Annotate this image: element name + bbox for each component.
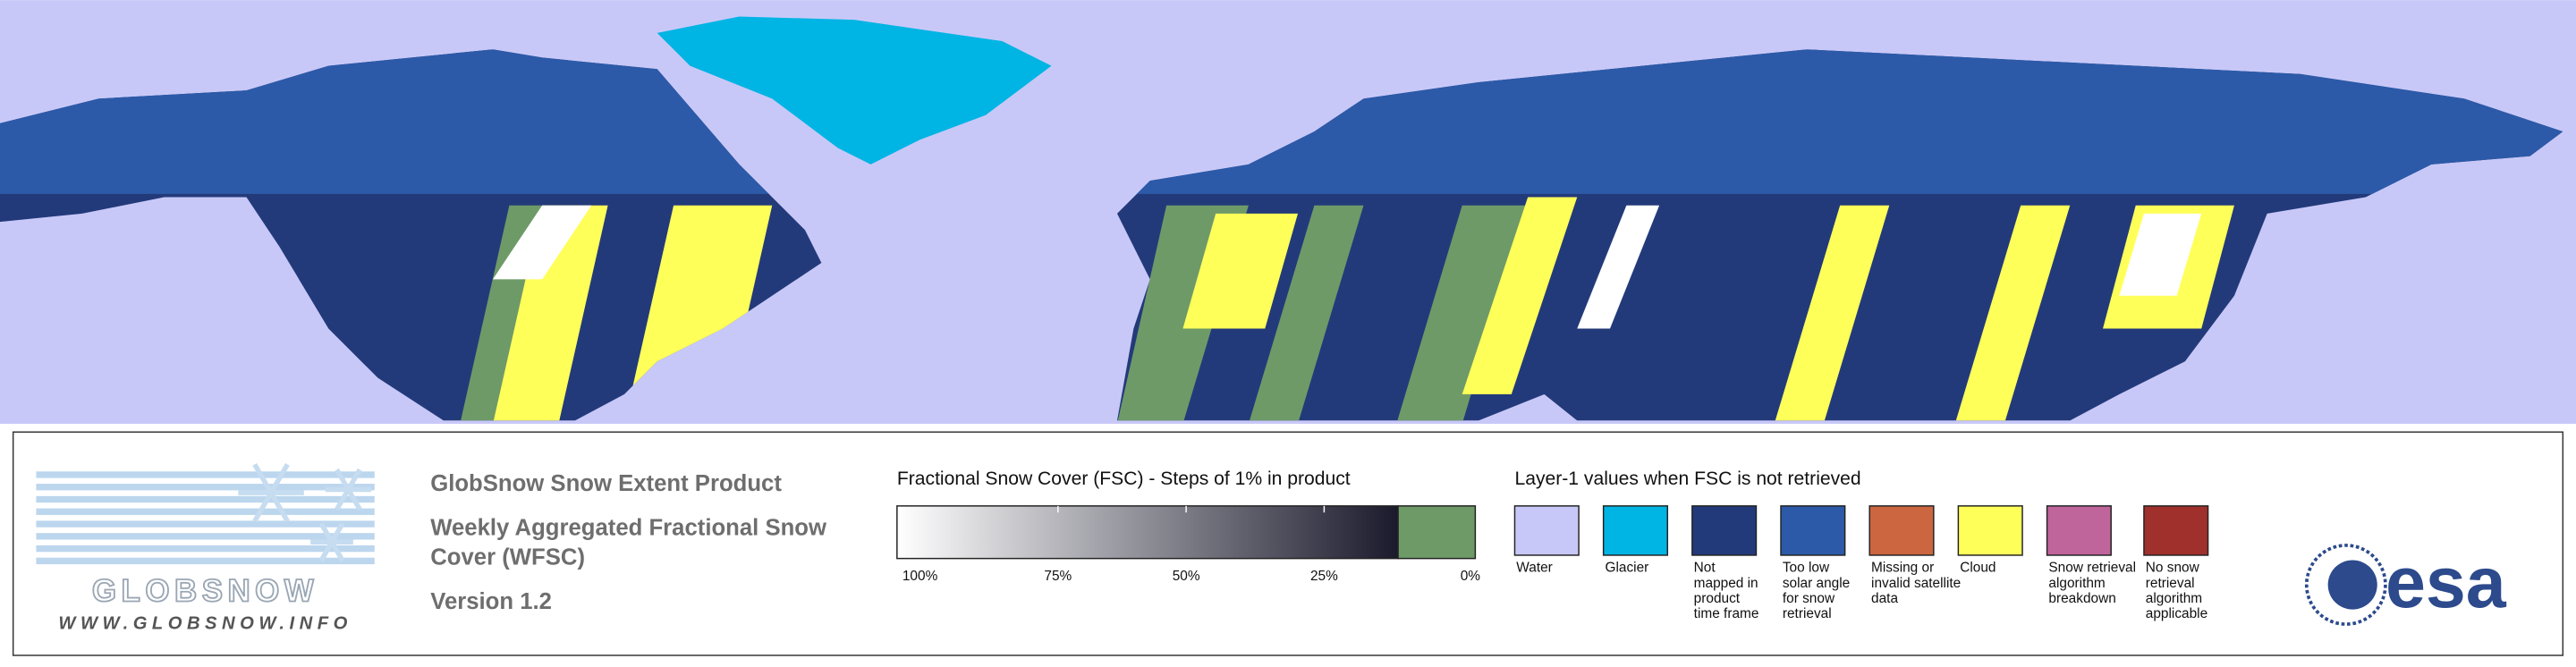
fsc-tick-label: 50%	[1173, 569, 1200, 584]
logo-stripe	[36, 533, 375, 540]
class-label: Glacier	[1605, 561, 1648, 576]
class-label: invalid satellite	[1871, 576, 1961, 591]
class-label: mapped in	[1694, 576, 1758, 591]
stripe	[1396, 205, 1529, 421]
class-label: No snow	[2146, 561, 2200, 576]
class-label: Missing or	[1871, 561, 1934, 576]
snowflake-arm	[318, 522, 335, 544]
layer1-title: Layer-1 values when FSC is not retrieved	[1514, 469, 1860, 489]
class-label: algorithm	[2048, 576, 2105, 591]
fsc-zero	[1397, 505, 1477, 560]
snowflake-arm	[329, 522, 345, 544]
esa-ring	[2304, 544, 2387, 626]
snowflake-arm	[329, 540, 345, 562]
greenland-glacier	[657, 16, 1052, 165]
class-label: Not	[1694, 561, 1716, 576]
stripe	[493, 205, 608, 421]
class-label: product	[1694, 591, 1741, 606]
snowflake-arm	[335, 488, 351, 511]
class-label: solar angle	[1783, 576, 1850, 591]
class-swatch	[2143, 505, 2209, 556]
class-swatch	[1602, 505, 1669, 556]
stripe	[2119, 213, 2202, 296]
fsc-tick-label: 25%	[1310, 569, 1338, 584]
class-label: breakdown	[2048, 591, 2115, 606]
class-label: Water	[1516, 561, 1553, 576]
class-label: time frame	[1694, 606, 1759, 621]
snowflake-arm	[252, 491, 274, 523]
class-swatch	[1868, 505, 1935, 556]
stripe	[1182, 213, 1299, 329]
class-label: applicable	[2146, 606, 2207, 621]
logo-url: WWW.GLOBSNOW.INFO	[58, 613, 352, 633]
class-label: for snow	[1783, 591, 1835, 606]
stripe	[1774, 205, 1890, 421]
class-label: Too low	[1783, 561, 1830, 576]
fsc-tick-label: 100%	[902, 569, 938, 584]
snowflake-arm	[268, 462, 290, 494]
stripe	[1954, 205, 2071, 421]
stripe	[1462, 197, 1578, 394]
logo-stripe	[36, 557, 375, 565]
logo-stripe	[36, 484, 375, 491]
class-label: Cloud	[1960, 561, 1996, 576]
class-swatch	[1780, 505, 1846, 556]
esa-disc	[2327, 560, 2377, 610]
snowflake-arm	[335, 468, 351, 491]
logo-name: GLOBSNOW	[92, 573, 318, 608]
class-swatch	[2046, 505, 2112, 556]
product-subtitle: Cover (WFSC)	[430, 545, 585, 570]
logo-stripe	[36, 495, 375, 503]
class-swatch	[1957, 505, 2023, 556]
class-label: data	[1871, 591, 1898, 606]
class-label: Snow retrieval	[2048, 561, 2136, 576]
class-label: retrieval	[1783, 606, 1832, 621]
snowflake-arm	[346, 468, 362, 491]
class-swatch	[1691, 505, 1758, 556]
class-label: retrieval	[2146, 576, 2195, 591]
product-subtitle: Weekly Aggregated Fractional Snow	[430, 515, 827, 540]
logo-stripe	[36, 545, 375, 553]
esa-logo: esa	[2304, 543, 2507, 626]
class-label: algorithm	[2146, 591, 2202, 606]
product-version: Version 1.2	[430, 589, 552, 614]
logo-stripe	[36, 520, 375, 528]
snowflake-arm	[268, 491, 290, 523]
fsc-tick-label: 0%	[1461, 569, 1481, 584]
fsc-title: Fractional Snow Cover (FSC) - Steps of 1…	[897, 469, 1351, 489]
product-title: GlobSnow Snow Extent Product	[430, 471, 782, 496]
globsnow-logo: GLOBSNOW WWW.GLOBSNOW.INFO	[36, 462, 375, 633]
logo-stripe	[36, 508, 375, 515]
esa-text: esa	[2385, 543, 2507, 623]
fsc-tick-label: 75%	[1044, 569, 1072, 584]
snowflake-arm	[252, 462, 274, 494]
class-swatch	[1513, 505, 1580, 556]
snowflake-arm	[346, 488, 362, 511]
logo-stripe	[36, 471, 375, 478]
snowflake-arm	[318, 540, 335, 562]
stripe	[1577, 205, 1660, 329]
fsc-gradient	[896, 505, 1399, 560]
stripe	[1248, 205, 1364, 421]
stripe	[493, 205, 592, 280]
